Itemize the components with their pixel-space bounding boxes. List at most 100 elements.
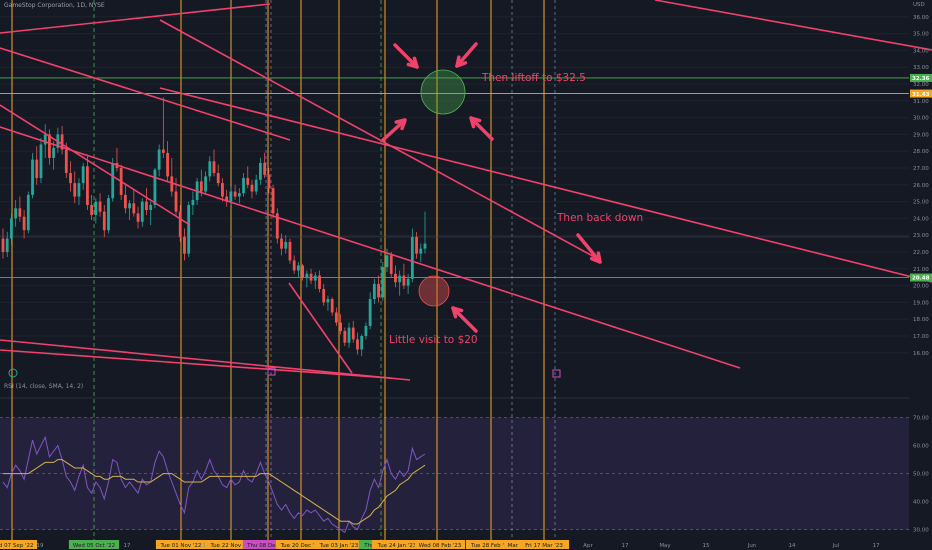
candle-body [14,208,18,219]
candle-body [284,241,288,249]
price-axis[interactable]: 16.00 17.00 18.00 19.00 20.00 21.00 22.00 23.00… [913,2,929,357]
time-tick-label: 17 [622,543,629,549]
candle-body [191,199,195,205]
candle-body [98,201,102,212]
candle-body [10,218,13,239]
trendline-0 [0,3,271,34]
candle-body [77,183,81,197]
candle-37 [157,144,161,177]
time-label-highlight [242,540,294,549]
trendline-3 [0,104,191,226]
candle-body [246,178,250,185]
time-tick-label: May [659,543,671,549]
time-label-highlight [414,540,466,549]
price-marker-box [910,89,932,98]
candle-body [402,275,406,286]
candle-body [301,265,305,278]
candle-98 [415,231,418,259]
currency-label: USD [913,2,925,8]
arrow-head [451,306,464,319]
candle-4 [18,196,22,222]
price-markers: 32.36 31.43 20.48 [910,73,932,282]
candle-73 [309,268,313,284]
price-tick-label: 35.00 [913,32,929,38]
time-tick-label: 15 [703,543,710,549]
candle-79 [334,307,338,326]
arrow-shaft [455,42,478,68]
candle-86 [364,322,368,340]
candle-body [326,299,330,303]
rsi-tick-label: 60.00 [913,444,929,450]
candle-77 [326,295,330,311]
candle-82 [347,322,351,348]
time-tick-label: Tue 20 Dec '22 [280,543,322,549]
candle-body [157,149,161,170]
time-tick-label: Tue 03 Jan '23 [319,543,359,549]
candle-2 [10,213,13,246]
candle-49 [208,156,212,182]
candle-body [199,181,203,192]
arrow-head [455,55,468,68]
candle-body [94,201,98,216]
price-tick-label: 36.00 [913,15,929,21]
candle-78 [330,297,334,316]
arrow-head [469,116,482,129]
event-marker-dividend [8,368,18,378]
time-tick-label: 17 [873,543,880,549]
time-label-highlight [313,540,365,549]
candle-body [280,238,283,249]
candle-53 [225,189,229,207]
candle-66 [280,233,283,256]
candle-body [73,183,77,197]
candle-body [1,238,5,252]
candle-body [136,213,140,222]
price-tick-label: 19.00 [913,300,929,306]
symbol-title: GameStop Corporation, 1D, NYSE [4,2,105,9]
candle-body [347,327,351,343]
time-label-highlight [68,540,120,549]
candle-74 [313,272,317,289]
candle-body [313,275,317,281]
candle-58 [246,166,250,189]
candle-96 [406,273,410,294]
candle-body [204,176,207,192]
candle-62 [263,152,267,179]
arrow-shaft [451,306,478,333]
candle-59 [250,179,254,199]
candle-body [170,176,174,192]
time-tick-label: 17 [124,543,131,549]
time-label-highlight [205,540,257,549]
candle-17 [73,171,77,204]
trendline-drawings [0,0,932,381]
price-tick-label: 34.00 [913,48,929,54]
candle-80 [339,314,342,335]
candle-44 [187,201,191,258]
arrow-back-down [576,233,602,264]
price-tick-label: 27.00 [913,166,929,172]
candle-body [149,204,153,210]
candle-body [398,275,402,283]
candle-26 [111,157,115,202]
candle-12 [52,141,56,170]
candle-11 [48,129,51,165]
trendline-2 [159,19,601,261]
time-tick-label: Thu 08 Dec '22 [246,543,289,549]
candle-body [423,243,427,249]
candle-body [360,336,364,350]
candle-5 [22,210,26,239]
candle-body [166,152,169,177]
candle-body [174,191,178,212]
candle-body [123,194,127,209]
candle-32 [136,206,140,229]
candle-71 [301,263,305,281]
candle-39 [166,141,169,182]
price-marker-box [910,273,932,282]
candle-56 [237,188,241,204]
candle-body [161,149,165,153]
time-tick-label: Jun [747,543,757,549]
candle-body [107,198,110,231]
arrow-top-left [393,43,419,69]
time-tick-label: Wed 08 Feb '23 [419,543,462,549]
